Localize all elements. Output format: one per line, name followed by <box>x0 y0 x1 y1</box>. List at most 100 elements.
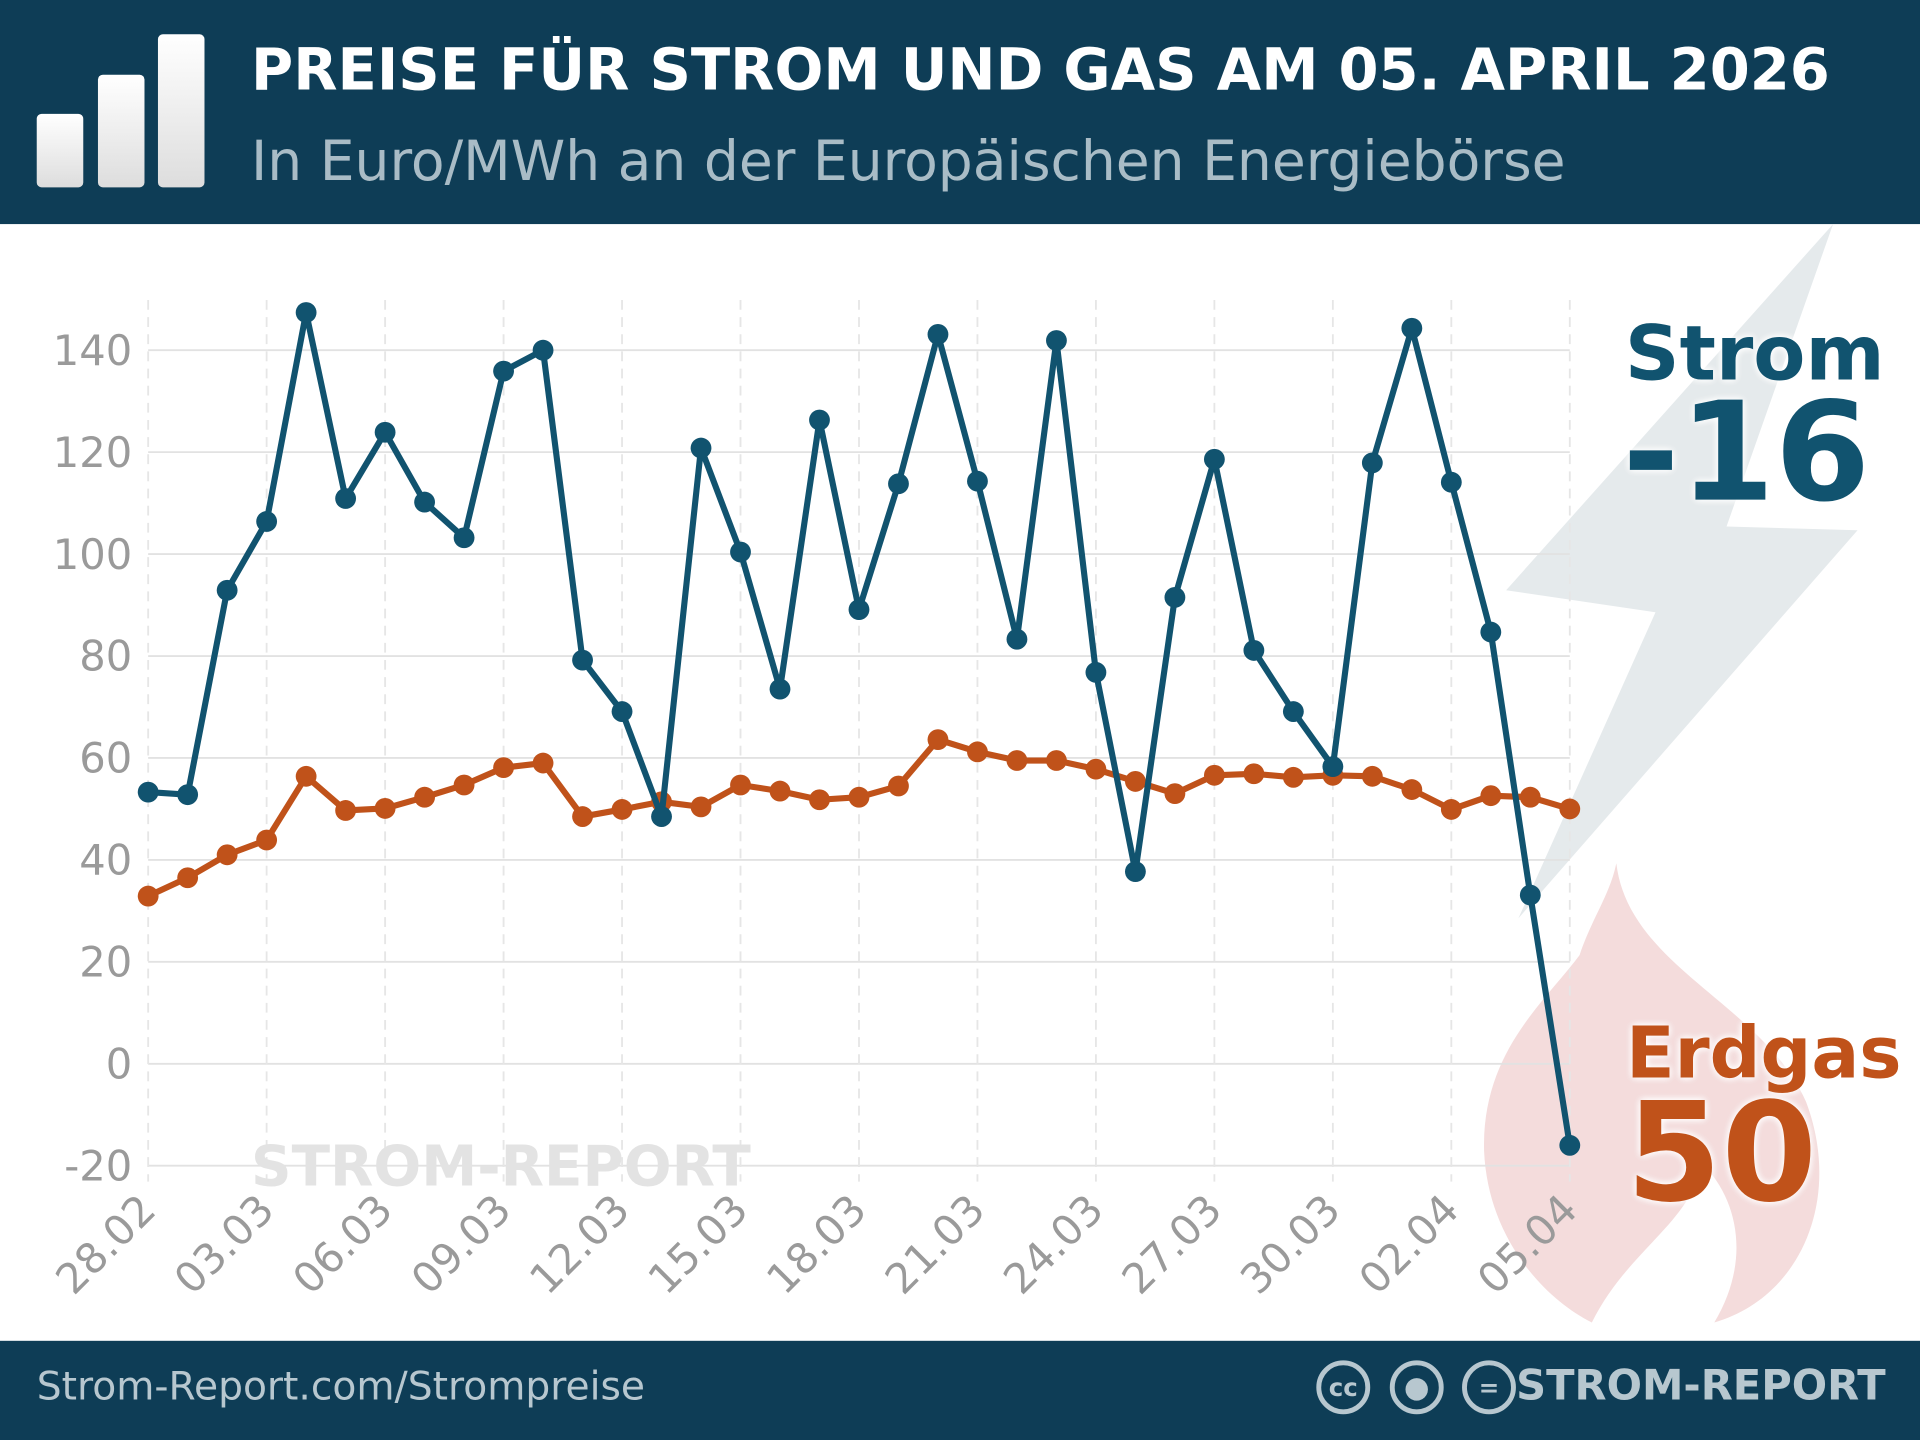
data-point <box>177 784 199 806</box>
data-point <box>967 470 988 492</box>
data-point <box>453 774 475 796</box>
brand-logo: STROM-REPORT <box>1516 1361 1886 1411</box>
y-tick-label: 20 <box>79 938 132 987</box>
flame-icon <box>1484 863 1820 1323</box>
data-point <box>651 806 672 827</box>
y-tick-label: 80 <box>79 632 132 681</box>
x-tick-label: 06.03 <box>283 1185 402 1304</box>
data-point <box>1046 330 1067 351</box>
x-tick-label: 24.03 <box>994 1185 1113 1304</box>
data-point <box>572 806 593 827</box>
data-point <box>809 409 830 431</box>
data-point <box>888 775 909 797</box>
data-point <box>1519 884 1541 906</box>
data-point <box>414 491 436 513</box>
x-tick-label: 27.03 <box>1112 1185 1231 1304</box>
data-point <box>453 527 475 549</box>
y-tick-label: 120 <box>53 428 132 477</box>
strom-label: Strom <box>1624 308 1885 398</box>
data-point <box>256 829 278 851</box>
data-point <box>1085 758 1107 780</box>
gas-label: Erdgas <box>1626 1011 1902 1095</box>
y-tick-label: 140 <box>53 326 132 375</box>
data-point <box>1440 799 1462 820</box>
data-point <box>532 752 554 774</box>
data-point <box>1401 317 1423 339</box>
data-point <box>1361 765 1383 787</box>
data-point <box>374 798 396 819</box>
data-point <box>1480 785 1502 807</box>
data-point <box>1559 1134 1581 1156</box>
data-point <box>809 789 830 811</box>
data-point <box>1559 798 1581 820</box>
nd-icon: = <box>1462 1360 1516 1415</box>
page-title: PREISE FÜR STROM UND GAS AM 05. APRIL 20… <box>251 36 1830 105</box>
data-point <box>335 800 357 821</box>
data-point <box>1164 586 1186 608</box>
x-tick-label: 03.03 <box>165 1185 284 1304</box>
x-tick-label: 15.03 <box>638 1185 757 1304</box>
x-tick-label: 02.04 <box>1349 1185 1468 1304</box>
strom-value: -16 <box>1622 373 1871 533</box>
source-link[interactable]: Strom-Report.com/Strompreise <box>36 1362 646 1410</box>
data-point <box>611 701 633 722</box>
data-point <box>374 421 396 443</box>
data-point <box>177 867 199 889</box>
data-point <box>295 302 317 323</box>
data-point <box>1085 661 1107 683</box>
data-point <box>690 796 712 818</box>
data-point <box>493 757 514 779</box>
data-point <box>256 511 278 532</box>
x-tick-label: 28.02 <box>46 1185 165 1304</box>
data-point <box>888 473 909 495</box>
data-point <box>730 774 751 796</box>
bar-chart-icon <box>36 34 205 188</box>
y-tick-label: 0 <box>106 1039 132 1088</box>
data-point <box>216 579 238 601</box>
data-point <box>1282 701 1304 722</box>
x-tick-label: 30.03 <box>1231 1185 1350 1304</box>
footer: Strom-Report.com/Strompreise cc ● = STRO… <box>0 1340 1920 1440</box>
data-point <box>1243 763 1265 785</box>
data-point <box>1480 621 1502 643</box>
y-tick-label: -20 <box>64 1141 132 1190</box>
x-tick-label: 09.03 <box>402 1185 521 1304</box>
data-point <box>690 437 712 459</box>
data-point <box>1519 786 1541 808</box>
data-point <box>1282 766 1304 788</box>
data-point <box>216 844 238 866</box>
data-point <box>1361 452 1383 474</box>
x-tick-label: 21.03 <box>875 1185 994 1304</box>
by-icon: ● <box>1389 1360 1444 1415</box>
data-point <box>769 780 791 802</box>
data-point <box>493 360 514 382</box>
data-point <box>967 741 988 763</box>
watermark: STROM-REPORT <box>251 1134 751 1199</box>
data-point <box>295 765 317 787</box>
page-subtitle: In Euro/MWh an der Europäischen Energieb… <box>251 128 1566 194</box>
header: PREISE FÜR STROM UND GAS AM 05. APRIL 20… <box>0 0 1920 225</box>
y-tick-label: 100 <box>53 530 132 579</box>
data-point <box>769 678 791 700</box>
cc-icon: cc <box>1316 1360 1371 1415</box>
y-tick-label: 40 <box>79 836 132 885</box>
x-tick-label: 12.03 <box>520 1185 639 1304</box>
data-point <box>611 799 633 820</box>
data-point <box>927 323 949 345</box>
data-point <box>572 649 593 671</box>
data-point <box>1243 640 1265 661</box>
x-tick-label: 18.03 <box>757 1185 876 1304</box>
data-point <box>848 786 870 808</box>
data-point <box>1046 750 1067 771</box>
gas-value: 50 <box>1626 1073 1817 1234</box>
data-point <box>927 729 949 751</box>
data-point <box>414 786 436 808</box>
y-tick-label: 60 <box>79 734 132 783</box>
lightning-icon <box>1506 224 1858 919</box>
data-point <box>137 781 159 803</box>
data-point <box>1125 861 1146 883</box>
data-point <box>1006 628 1028 650</box>
data-point <box>1401 779 1423 800</box>
